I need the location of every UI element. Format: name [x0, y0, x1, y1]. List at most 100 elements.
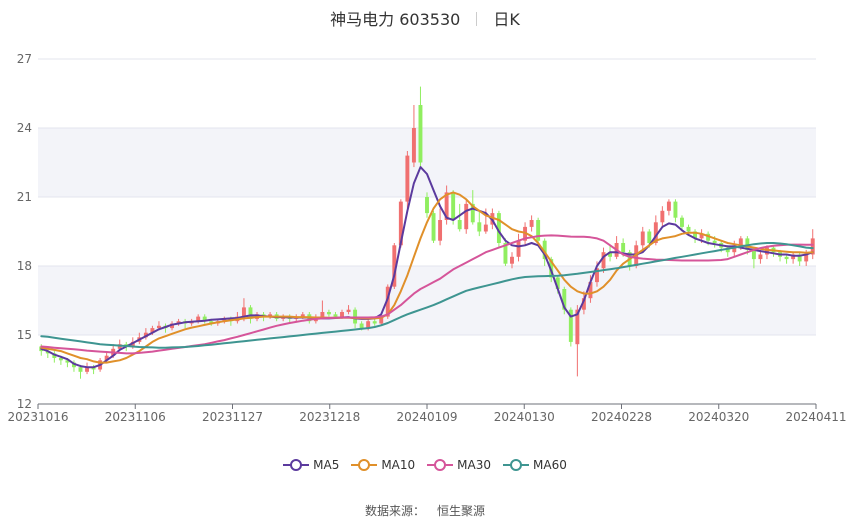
x-tick-label: 20231106 [105, 410, 166, 424]
legend-item-ma60[interactable]: MA60 [503, 458, 567, 472]
candle-body [608, 252, 613, 257]
candle-body [804, 254, 809, 262]
chart-legend: MA5 MA10 MA30 MA60 [0, 458, 850, 472]
candle-body [398, 201, 403, 246]
candle-body [542, 240, 547, 260]
candle-body [248, 307, 253, 319]
x-tick-label: 20231127 [202, 410, 263, 424]
x-tick-label: 20231218 [299, 410, 360, 424]
series-line-ma10 [40, 191, 814, 364]
candle-body [222, 318, 227, 322]
candle-body [483, 224, 488, 232]
legend-item-ma10[interactable]: MA10 [351, 458, 415, 472]
candle-body [666, 201, 671, 211]
candle-body [143, 332, 148, 338]
legend-item-ma30[interactable]: MA30 [427, 458, 491, 472]
x-tick-label: 20240320 [688, 410, 749, 424]
candle-body [196, 316, 201, 322]
legend-label: MA30 [457, 458, 492, 472]
candle-body [725, 247, 730, 253]
candle-body [555, 277, 560, 289]
candle-body [575, 309, 580, 345]
candle-body [758, 254, 763, 260]
candle-body [241, 307, 246, 317]
candle-body [405, 155, 410, 202]
candle-body [45, 351, 50, 354]
candle-body [104, 355, 109, 361]
candle-body [588, 282, 593, 299]
candle-body [176, 321, 181, 324]
candle-body [581, 298, 586, 310]
legend-marker [351, 459, 378, 471]
candle-body [65, 360, 70, 363]
legend-label: MA5 [313, 458, 340, 472]
candle-body [202, 316, 207, 322]
candle-body [529, 220, 534, 227]
candle-body [372, 321, 377, 324]
legend-label: MA10 [381, 458, 416, 472]
data-source: 数据来源： 恒生聚源 [0, 502, 850, 519]
candle-body [660, 210, 665, 223]
candle-body [58, 358, 63, 361]
candle-body [784, 256, 789, 260]
candle-body [477, 222, 482, 232]
x-tick-label: 20231016 [7, 410, 68, 424]
x-tick-label: 20240411 [785, 410, 846, 424]
x-tick-label: 20240130 [494, 410, 555, 424]
y-tick-label: 21 [17, 190, 32, 204]
candle-body [451, 192, 456, 220]
x-tick-label: 20240228 [591, 410, 652, 424]
candle-body [640, 231, 645, 246]
grid-band [38, 128, 816, 197]
y-tick-label: 27 [17, 52, 32, 66]
candle-body [340, 312, 344, 317]
candle-body [170, 323, 174, 329]
candle-body [438, 220, 443, 241]
candle-body [71, 362, 76, 368]
legend-item-ma5[interactable]: MA5 [283, 458, 339, 472]
candle-body [366, 321, 371, 329]
candle-body [411, 128, 416, 163]
candle-body [765, 247, 769, 255]
candle-body [797, 254, 802, 262]
candle-body [562, 289, 567, 310]
data-source-label: 数据来源： [364, 504, 425, 518]
y-tick-label: 15 [17, 328, 32, 342]
candle-body [425, 197, 429, 214]
candle-body [457, 220, 462, 230]
candle-body [791, 254, 796, 260]
candle-body [745, 238, 750, 250]
candle-body [653, 222, 658, 243]
candle-body [693, 231, 698, 239]
candle-body [496, 213, 501, 243]
title-separator [476, 12, 478, 26]
candle-body [431, 213, 436, 241]
candle-body [326, 312, 331, 315]
candle-body [516, 240, 521, 257]
candle-body [503, 243, 508, 264]
candle-body [78, 367, 83, 372]
candle-body [209, 321, 214, 324]
candle-body [732, 245, 737, 253]
candle-body [673, 201, 678, 218]
y-tick-label: 18 [17, 259, 32, 273]
candle-body [601, 252, 606, 269]
candle-body [333, 314, 338, 317]
candle-body [568, 309, 573, 342]
series-line-ma30 [40, 234, 814, 355]
candle-body [91, 367, 96, 370]
legend-label: MA60 [533, 458, 567, 472]
candle-body [810, 238, 815, 255]
candle-body [751, 249, 756, 260]
candle-body [680, 217, 684, 227]
grid-band [38, 266, 816, 335]
candle-body [385, 286, 390, 317]
candle-body [359, 323, 364, 329]
candle-body [621, 243, 626, 253]
candle-body [85, 367, 89, 372]
legend-marker [283, 459, 310, 471]
period-label: 日K [493, 10, 520, 29]
candle-body [392, 245, 397, 287]
candle-body [300, 314, 305, 317]
